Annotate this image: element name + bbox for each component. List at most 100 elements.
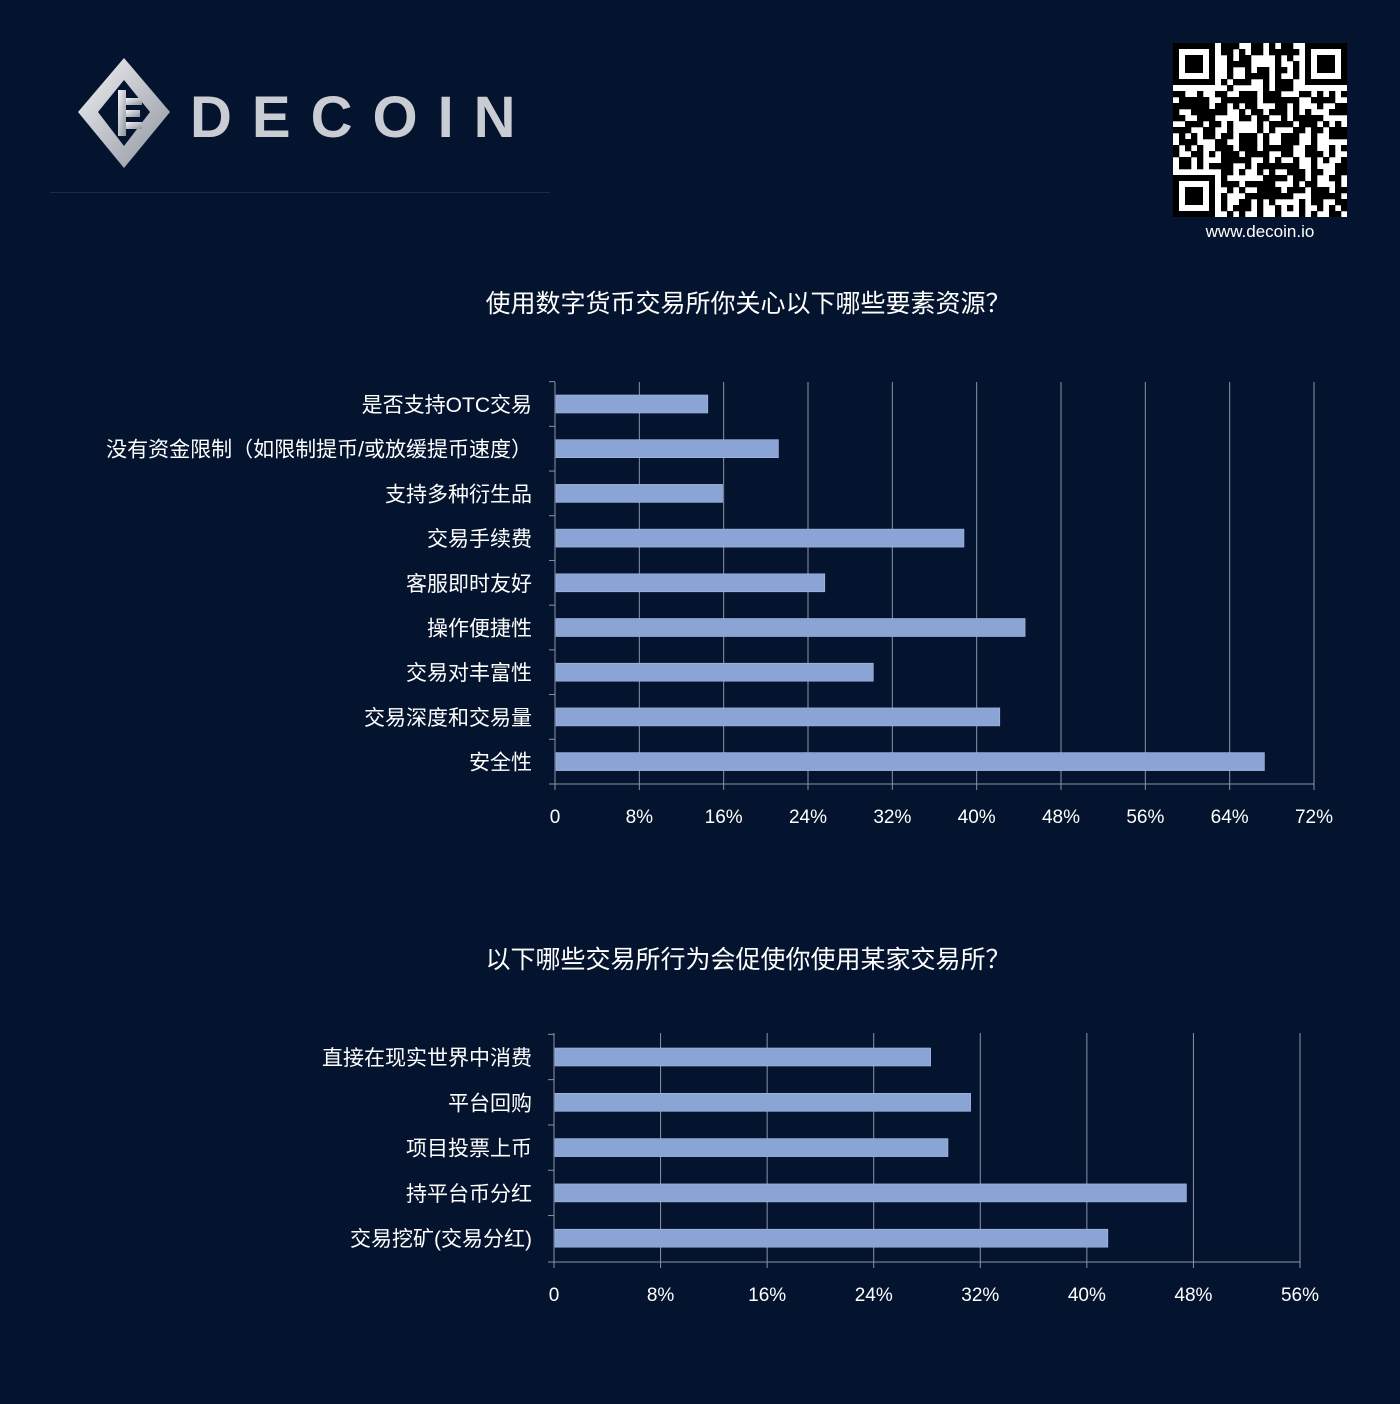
qr-module bbox=[1227, 157, 1234, 164]
qr-module bbox=[1275, 97, 1282, 104]
qr-module bbox=[1227, 49, 1234, 56]
qr-module bbox=[1293, 109, 1300, 116]
qr-module bbox=[1269, 163, 1276, 170]
qr-module bbox=[1185, 157, 1192, 164]
qr-module bbox=[1203, 133, 1210, 140]
qr-module bbox=[1227, 145, 1234, 152]
qr-module bbox=[1257, 163, 1264, 170]
x-tick-label: 48% bbox=[1042, 807, 1080, 828]
bar bbox=[554, 1093, 971, 1112]
x-tick-label: 8% bbox=[647, 1285, 675, 1306]
qr-module bbox=[1281, 193, 1288, 200]
qr-module bbox=[1197, 145, 1204, 152]
qr-module bbox=[1239, 55, 1246, 62]
qr-module bbox=[1251, 193, 1258, 200]
qr-module bbox=[1287, 43, 1294, 50]
x-tick-label: 56% bbox=[1281, 1285, 1319, 1306]
qr-module bbox=[1257, 199, 1264, 206]
qr-module bbox=[1281, 133, 1288, 140]
qr-finder bbox=[1173, 43, 1215, 85]
qr-module bbox=[1269, 181, 1276, 188]
qr-module bbox=[1251, 49, 1258, 56]
qr-module bbox=[1293, 127, 1300, 134]
qr-code-icon bbox=[1173, 43, 1347, 217]
bar bbox=[555, 439, 779, 459]
qr-module bbox=[1287, 169, 1294, 176]
qr-module bbox=[1245, 103, 1252, 110]
qr-finder bbox=[1305, 43, 1347, 85]
qr-module bbox=[1233, 205, 1240, 212]
x-tick-label: 0 bbox=[550, 807, 561, 828]
qr-module bbox=[1257, 169, 1264, 176]
qr-module bbox=[1287, 139, 1294, 146]
x-tick-label: 40% bbox=[1068, 1285, 1106, 1306]
qr-module bbox=[1269, 193, 1276, 200]
qr-module bbox=[1257, 67, 1264, 74]
qr-module bbox=[1335, 127, 1342, 134]
qr-module bbox=[1323, 121, 1330, 128]
x-tick-label: 72% bbox=[1295, 807, 1333, 828]
bar bbox=[555, 573, 826, 593]
qr-module bbox=[1293, 49, 1300, 56]
qr-module bbox=[1209, 133, 1216, 140]
qr-module bbox=[1257, 181, 1264, 188]
qr-module bbox=[1305, 145, 1312, 152]
qr-module bbox=[1269, 145, 1276, 152]
qr-module bbox=[1299, 121, 1306, 128]
x-tick-label: 64% bbox=[1211, 807, 1249, 828]
chart-title: 使用数字货币交易所你关心以下哪些要素资源？ bbox=[485, 290, 1010, 318]
qr-module bbox=[1233, 43, 1240, 50]
qr-module bbox=[1203, 115, 1210, 122]
qr-module bbox=[1263, 85, 1270, 92]
qr-module bbox=[1335, 109, 1342, 116]
qr-module bbox=[1269, 49, 1276, 56]
qr-module bbox=[1311, 127, 1318, 134]
qr-module bbox=[1299, 127, 1306, 134]
category-label: 交易手续费 bbox=[427, 528, 532, 551]
qr-module bbox=[1251, 103, 1258, 110]
qr-module bbox=[1281, 145, 1288, 152]
website-url[interactable]: www.decoin.io bbox=[1205, 222, 1315, 241]
qr-module bbox=[1329, 151, 1336, 158]
bar bbox=[555, 752, 1265, 771]
qr-module bbox=[1317, 169, 1324, 176]
qr-module bbox=[1191, 133, 1198, 140]
qr-module bbox=[1311, 157, 1318, 164]
qr-module bbox=[1299, 187, 1306, 194]
qr-module bbox=[1263, 181, 1270, 188]
category-label: 持平台币分红 bbox=[406, 1183, 532, 1206]
qr-module bbox=[1281, 103, 1288, 110]
qr-module bbox=[1179, 103, 1186, 110]
qr-module bbox=[1269, 127, 1276, 134]
qr-module bbox=[1317, 115, 1324, 122]
qr-module bbox=[1323, 193, 1330, 200]
qr-module bbox=[1239, 49, 1246, 56]
qr-module bbox=[1275, 187, 1282, 194]
qr-module bbox=[1311, 145, 1318, 152]
qr-module bbox=[1221, 109, 1228, 116]
qr-module bbox=[1263, 97, 1270, 104]
qr-module bbox=[1197, 151, 1204, 158]
qr-module bbox=[1185, 121, 1192, 128]
qr-module bbox=[1275, 121, 1282, 128]
bar bbox=[555, 707, 1001, 727]
category-label: 是否支持OTC交易 bbox=[362, 394, 532, 417]
qr-module bbox=[1245, 151, 1252, 158]
qr-module bbox=[1275, 211, 1282, 217]
x-tick-label: 56% bbox=[1126, 807, 1164, 828]
qr-module bbox=[1311, 151, 1318, 158]
qr-module bbox=[1269, 121, 1276, 128]
qr-module bbox=[1203, 103, 1210, 110]
qr-module bbox=[1215, 121, 1222, 128]
qr-module bbox=[1287, 133, 1294, 140]
qr-module bbox=[1227, 55, 1234, 62]
qr-module bbox=[1293, 163, 1300, 170]
qr-module bbox=[1245, 79, 1252, 86]
qr-module bbox=[1305, 91, 1312, 98]
qr-module bbox=[1191, 97, 1198, 104]
qr-module bbox=[1179, 127, 1186, 134]
qr-module bbox=[1251, 43, 1258, 50]
qr-module bbox=[1257, 205, 1264, 212]
qr-module bbox=[1227, 67, 1234, 74]
qr-module bbox=[1263, 193, 1270, 200]
